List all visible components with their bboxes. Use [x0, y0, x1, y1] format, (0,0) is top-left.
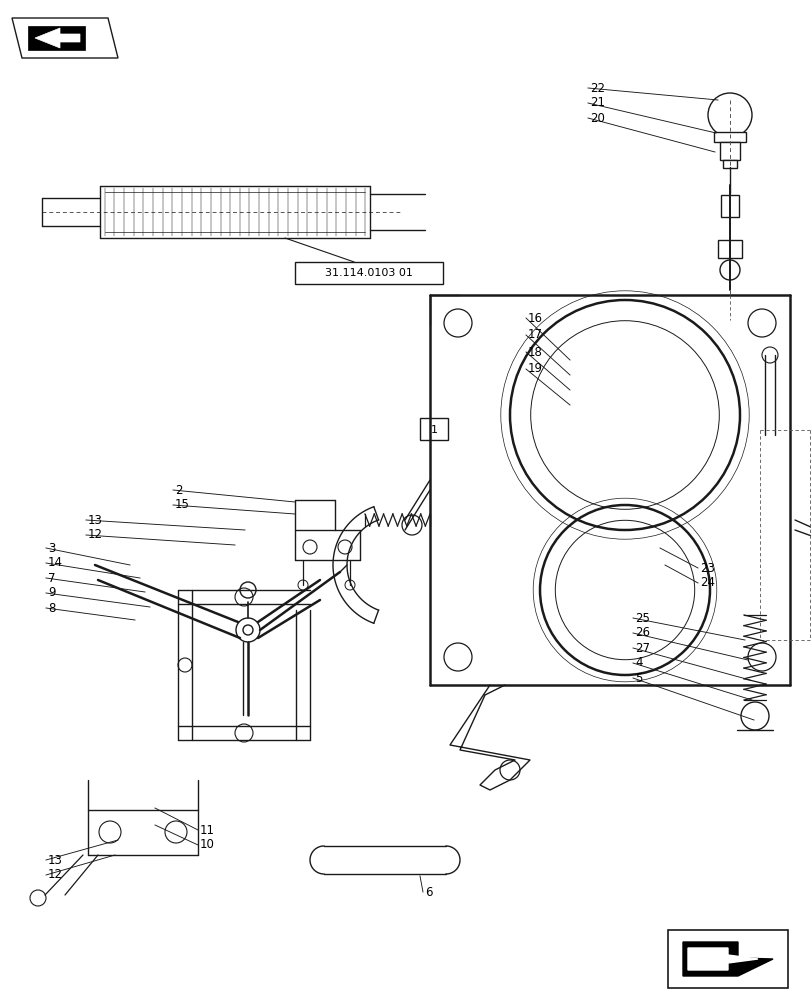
Circle shape	[240, 582, 255, 598]
Text: 19: 19	[527, 362, 543, 375]
Bar	[667, 930, 787, 988]
Text: 17: 17	[527, 328, 543, 342]
Text: 15: 15	[175, 498, 190, 512]
Polygon shape	[35, 28, 80, 48]
Text: 31.114.0103 01: 31.114.0103 01	[324, 268, 413, 278]
Polygon shape	[28, 26, 85, 50]
Bar	[419, 418, 448, 440]
Text: 5: 5	[634, 672, 642, 684]
Circle shape	[345, 580, 354, 590]
Text: 10: 10	[200, 838, 215, 852]
Text: 25: 25	[634, 611, 649, 624]
Text: 8: 8	[48, 601, 55, 614]
Text: 12: 12	[48, 868, 63, 882]
Text: 1: 1	[430, 425, 437, 435]
Text: 11: 11	[200, 824, 215, 836]
Bar	[717, 240, 741, 258]
Circle shape	[740, 702, 768, 730]
Text: 4: 4	[634, 656, 642, 670]
Text: 22: 22	[590, 82, 604, 95]
Bar	[713, 132, 745, 142]
Text: 20: 20	[590, 111, 604, 124]
Text: 3: 3	[48, 542, 55, 554]
Circle shape	[242, 625, 253, 635]
Text: 21: 21	[590, 97, 604, 109]
Text: 26: 26	[634, 626, 649, 640]
Text: 7: 7	[48, 572, 55, 584]
Text: 16: 16	[527, 312, 543, 324]
Text: 18: 18	[527, 346, 543, 359]
Circle shape	[719, 260, 739, 280]
Bar	[294, 262, 443, 284]
Text: 12: 12	[88, 528, 103, 542]
Text: 24: 24	[699, 576, 714, 589]
Circle shape	[178, 658, 191, 672]
Polygon shape	[687, 948, 757, 970]
Polygon shape	[682, 942, 772, 976]
Bar	[720, 195, 738, 217]
Text: 13: 13	[48, 854, 62, 866]
Bar	[719, 142, 739, 160]
Text: 9: 9	[48, 586, 55, 599]
Circle shape	[298, 580, 307, 590]
Text: 6: 6	[424, 886, 432, 898]
Text: 14: 14	[48, 556, 63, 570]
Text: 27: 27	[634, 642, 649, 654]
Text: 2: 2	[175, 484, 182, 496]
Text: 13: 13	[88, 514, 103, 526]
Text: 23: 23	[699, 562, 714, 574]
Bar	[722, 160, 736, 168]
